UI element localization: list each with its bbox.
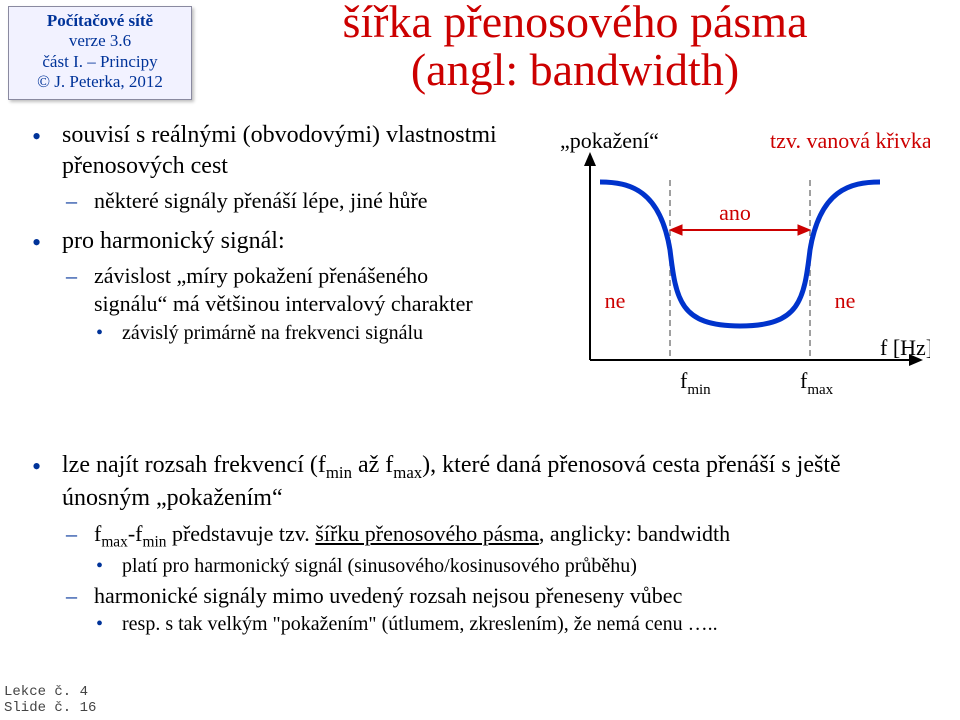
bullet-2a: některé signály přenáší lépe, jiné hůře	[62, 187, 502, 215]
lower-b1: lze najít rozsah frekvencí (fmin až fmax…	[62, 450, 932, 514]
lower-b2a: fmax-fmin představuje tzv. šířku přenoso…	[62, 520, 932, 552]
bandwidth-chart: „pokažení“ tzv. vanová křivka ano ne ne …	[520, 130, 930, 430]
lower-b2-dash: -f	[128, 521, 143, 546]
fmin-label: fmin	[680, 368, 711, 398]
tzv-label: tzv. vanová křivka	[770, 130, 930, 153]
lower-b2-post2: , anglicky: bandwidth	[539, 521, 730, 546]
body-list-lower: lze najít rozsah frekvencí (fmin až fmax…	[62, 450, 932, 639]
header-box: Počítačové sítě verze 3.6 část I. – Prin…	[8, 6, 192, 100]
lower-b1-mid: až f	[352, 452, 393, 478]
ne2-label: ne	[835, 288, 856, 313]
lower-b1-pre: lze najít rozsah frekvencí (f	[62, 452, 326, 478]
lower-b3b: resp. s tak velkým "pokažením" (útlumem,…	[62, 612, 932, 638]
footer-lekce: Lekce č. 4	[4, 684, 96, 700]
lower-b2-ul: šířku přenosového pásma	[315, 521, 539, 546]
bullet-1a: souvisí s reálnými (obvodovými) vlastnos…	[62, 120, 502, 181]
fhz-label: f [Hz]	[880, 335, 930, 360]
lower-b1-min: min	[326, 463, 352, 482]
lower-b1-max: max	[393, 463, 422, 482]
header-line2: verze 3.6	[15, 31, 185, 51]
bullet-1b: pro harmonický signál:	[62, 226, 502, 257]
bullet-2b: závislost „míry pokažení přenášeného sig…	[62, 262, 502, 318]
header-line4: © J. Peterka, 2012	[15, 72, 185, 92]
slide-title: šířka přenosového pásma (angl: bandwidth…	[190, 0, 960, 95]
title-line1: šířka přenosového pásma	[343, 0, 808, 47]
body-list-left: souvisí s reálnými (obvodovými) vlastnos…	[62, 120, 502, 348]
lower-b3a: platí pro harmonický signál (sinusového/…	[62, 554, 932, 580]
lower-b2-min2: min	[142, 533, 166, 550]
footer-slide: Slide č. 16	[4, 700, 96, 716]
lower-b2-mid2: představuje tzv.	[166, 521, 315, 546]
bullet-3a: závislý primárně na frekvenci signálu	[62, 321, 502, 347]
lower-b2-max2: max	[101, 533, 128, 550]
chart-svg: „pokažení“ tzv. vanová křivka ano ne ne …	[520, 130, 930, 430]
y-axis-label: „pokažení“	[560, 130, 659, 153]
ne1-label: ne	[605, 288, 626, 313]
fmax-label: fmax	[800, 368, 834, 398]
title-line2: (angl: bandwidth)	[411, 44, 739, 95]
slide-footer: Lekce č. 4 Slide č. 16	[4, 684, 96, 716]
slide-root: Počítačové sítě verze 3.6 část I. – Prin…	[0, 0, 960, 720]
header-line1: Počítačové sítě	[15, 11, 185, 31]
lower-b2b: harmonické signály mimo uvedený rozsah n…	[62, 582, 932, 610]
ano-label: ano	[719, 200, 751, 225]
ano-arrow	[670, 225, 810, 235]
header-line3: část I. – Principy	[15, 52, 185, 72]
